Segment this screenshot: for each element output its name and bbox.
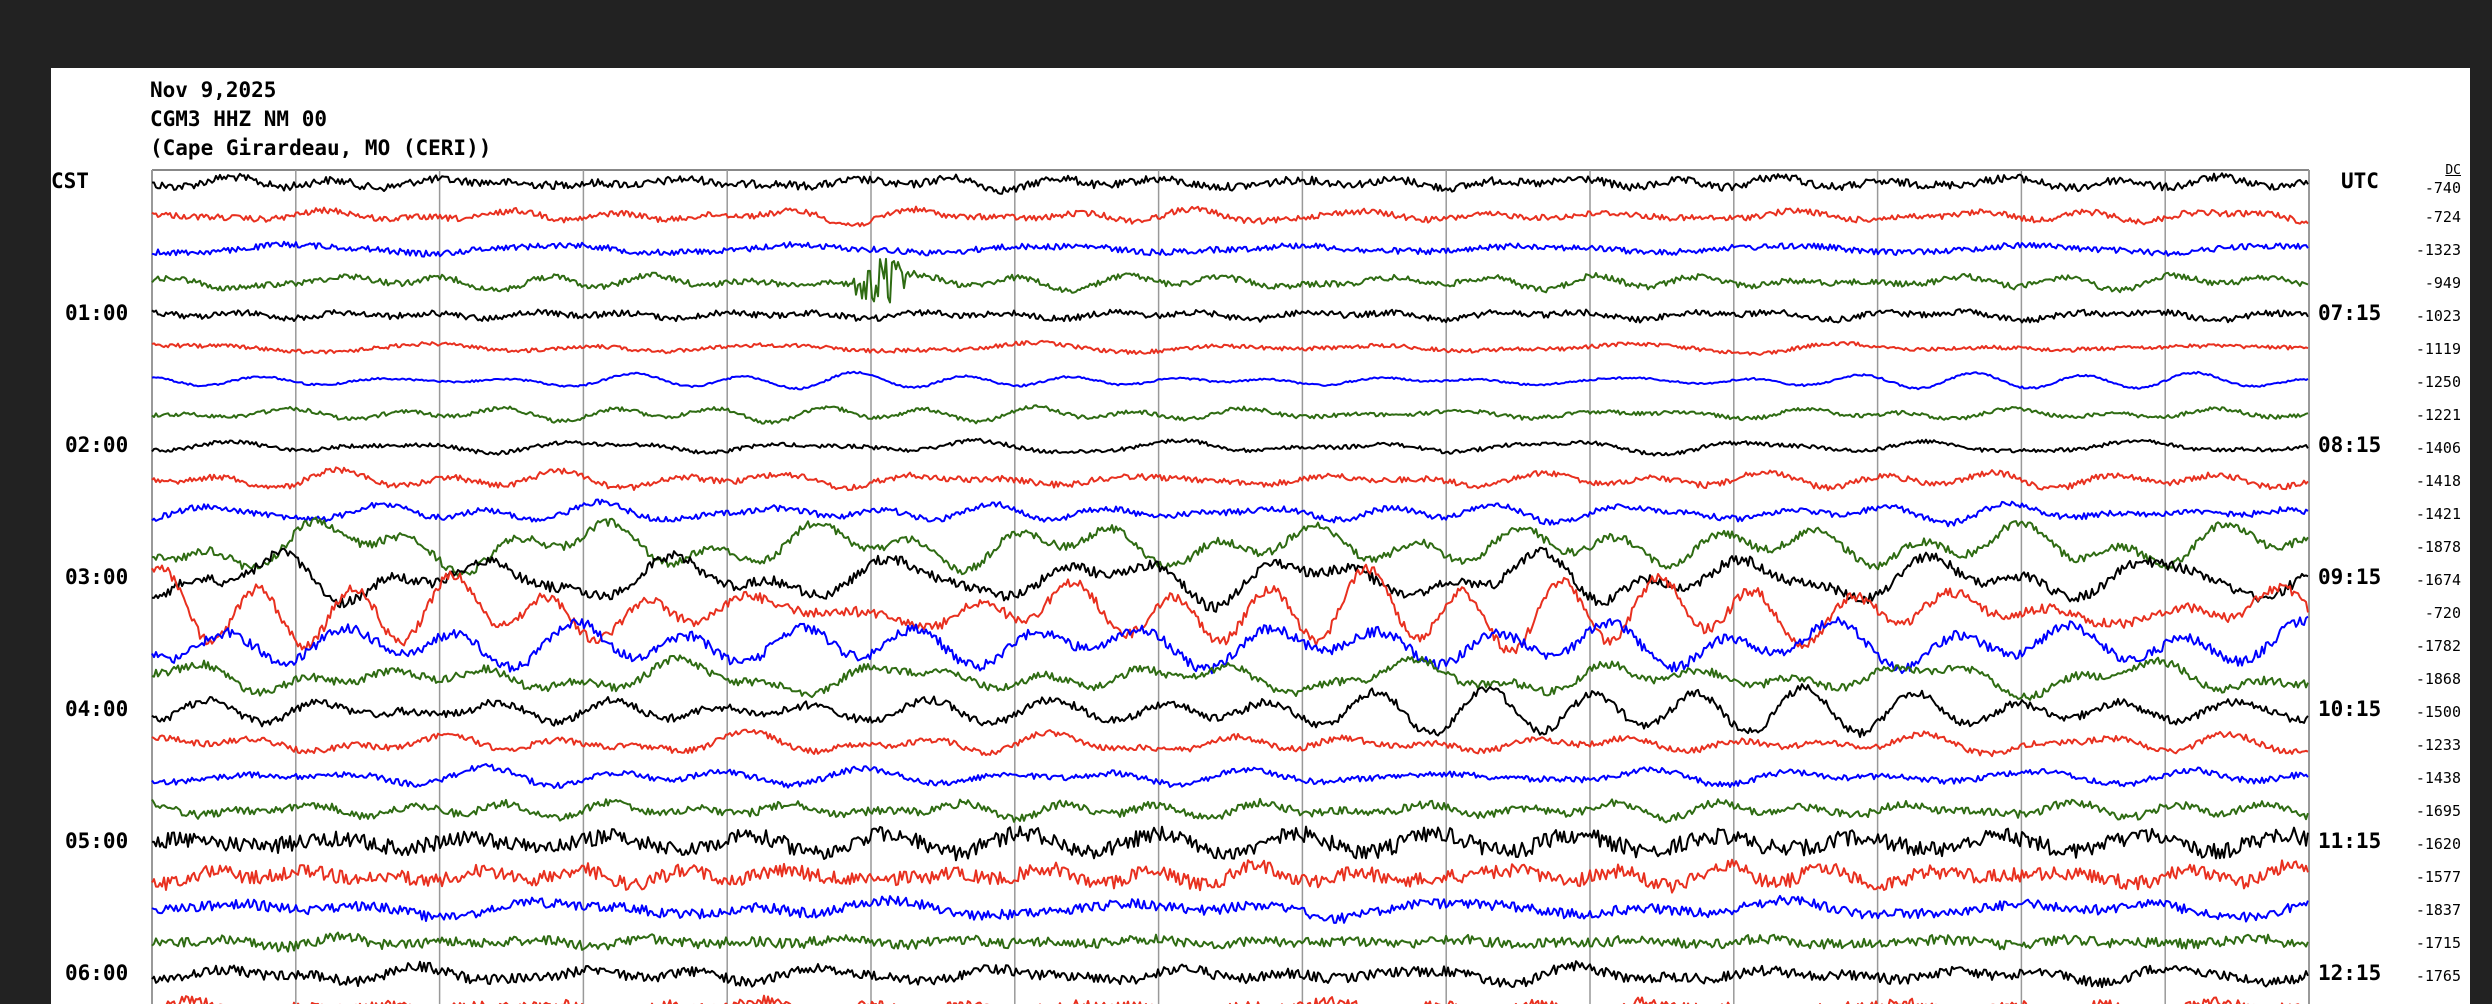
dc-offset-label: -949 [2424, 274, 2461, 292]
dc-offset-label: -1119 [2415, 340, 2461, 358]
trace-line [151, 763, 2309, 789]
dc-offset-label: -1221 [2415, 406, 2461, 424]
helicorder-panel: Nov 9,2025 CGM3 HHZ NM 00 (Cape Girardea… [51, 68, 2470, 1004]
cst-hour-label: 06:00 [65, 961, 129, 985]
trace-line [151, 339, 2309, 356]
dc-offset-label: -1323 [2415, 241, 2461, 259]
trace-line [151, 308, 2309, 324]
dc-offset-label: -740 [2424, 179, 2461, 197]
dc-offset-label: -1500 [2415, 703, 2461, 721]
trace-line [152, 172, 2309, 195]
dc-offset-label: -1250 [2415, 373, 2461, 391]
trace-line [151, 516, 2309, 578]
trace-line [151, 825, 2309, 862]
trace-line [151, 654, 2309, 701]
trace-line [151, 437, 2309, 457]
dc-offset-label: -1765 [2415, 967, 2461, 985]
trace-line [151, 257, 2309, 304]
trace-line [151, 797, 2309, 824]
cst-hour-label: 03:00 [65, 565, 129, 589]
trace-line [151, 546, 2309, 613]
dc-offset-label: -1620 [2415, 835, 2461, 853]
dc-offset-label: -1695 [2415, 802, 2461, 820]
seismogram-plot [151, 169, 2310, 1004]
date-title: Nov 9,2025 [150, 78, 277, 102]
utc-hour-label: 12:15 [2318, 961, 2382, 985]
dc-offset-label: -1868 [2415, 670, 2461, 688]
utc-hour-label: 09:15 [2318, 565, 2382, 589]
utc-hour-label: 08:15 [2318, 433, 2382, 457]
location-title: (Cape Girardeau, MO (CERI)) [150, 136, 492, 160]
dc-offset-label: -1233 [2415, 736, 2461, 754]
dc-offset-label: -720 [2424, 604, 2461, 622]
trace-line [151, 240, 2309, 258]
trace-line [151, 728, 2309, 758]
trace-line [151, 370, 2309, 391]
dc-offset-label: -1438 [2415, 769, 2461, 787]
dc-offset-label: -1421 [2415, 505, 2461, 523]
dc-offset-label: -1878 [2415, 538, 2461, 556]
dc-offset-label: -1406 [2415, 439, 2461, 457]
trace-line [151, 404, 2309, 425]
dc-offset-label: -1837 [2415, 901, 2461, 919]
utc-axis-label: UTC [2341, 169, 2379, 193]
dc-offset-label: -1674 [2415, 571, 2461, 589]
trace-line [151, 931, 2309, 953]
cst-hour-label: 04:00 [65, 697, 129, 721]
trace-line [151, 563, 2309, 655]
cst-axis-label: CST [51, 169, 89, 193]
dc-offset-label: -1782 [2415, 637, 2461, 655]
trace-line [151, 466, 2309, 492]
dc-offset-label: -1023 [2415, 307, 2461, 325]
trace-line [165, 994, 2300, 1004]
dc-label: DC [2445, 163, 2461, 178]
trace-line [151, 615, 2309, 675]
trace-line [151, 683, 2309, 738]
cst-hour-label: 01:00 [65, 301, 129, 325]
dc-offset-label: -724 [2424, 208, 2461, 226]
cst-hour-label: 02:00 [65, 433, 129, 457]
station-title: CGM3 HHZ NM 00 [150, 107, 328, 131]
trace-line [151, 960, 2309, 989]
dc-offset-label: -1418 [2415, 472, 2461, 490]
dc-offset-label: -1577 [2415, 868, 2461, 886]
utc-hour-label: 11:15 [2318, 829, 2382, 853]
utc-hour-label: 07:15 [2318, 301, 2382, 325]
utc-hour-label: 10:15 [2318, 697, 2382, 721]
trace-line [151, 858, 2309, 894]
trace-line [151, 894, 2309, 924]
cst-hour-label: 05:00 [65, 829, 129, 853]
trace-line [151, 205, 2309, 228]
dc-offset-label: -1715 [2415, 934, 2461, 952]
trace-line [151, 498, 2309, 528]
